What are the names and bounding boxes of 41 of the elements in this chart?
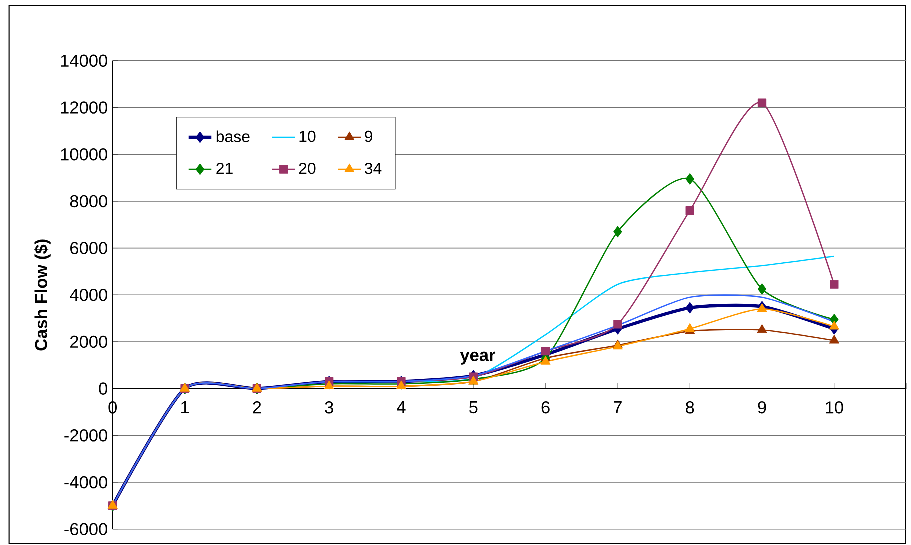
point <box>758 98 767 108</box>
point <box>614 320 622 329</box>
x-axis-title: year <box>460 352 496 365</box>
x-tick-label: 10 <box>826 401 844 414</box>
legend-label: 21 <box>216 162 233 174</box>
y-tick-label: -6000 <box>64 523 108 536</box>
x-tick-label: 8 <box>686 401 694 414</box>
x-tick-label: 9 <box>758 401 766 414</box>
point <box>830 280 839 289</box>
legend-label: base <box>216 130 250 142</box>
y-tick-label: 2000 <box>70 336 108 348</box>
x-tick-label: 3 <box>325 401 334 414</box>
y-tick-label: 12000 <box>61 101 108 114</box>
point <box>758 283 767 295</box>
legend-label: 20 <box>299 162 316 174</box>
point <box>829 334 840 344</box>
point <box>829 320 840 330</box>
y-tick-label: 10000 <box>61 148 108 161</box>
y-tick-label: 4000 <box>70 288 108 302</box>
x-tick-label: 1 <box>182 401 189 414</box>
x-tick-label: 2 <box>253 401 262 414</box>
point <box>757 324 768 334</box>
x-tick-label: 5 <box>470 401 478 414</box>
point <box>614 226 622 238</box>
legend-label: 9 <box>365 130 372 142</box>
y-tick-label: 8000 <box>70 195 108 208</box>
y-tick-label: -2000 <box>64 429 108 442</box>
x-tick-label: 7 <box>614 401 622 414</box>
y-axis-title: Cash Flow ($) <box>34 240 51 351</box>
legend-label: 34 <box>364 162 382 174</box>
y-tick-label: 14000 <box>61 54 108 67</box>
y-tick-label: 0 <box>99 382 108 395</box>
legend-label: 10 <box>300 130 316 142</box>
x-tick-label: 4 <box>397 401 406 414</box>
point <box>686 302 694 314</box>
y-tick-label: 6000 <box>70 242 108 254</box>
y-tick-label: -4000 <box>64 476 108 488</box>
point <box>685 323 696 332</box>
x-tick-label: 6 <box>542 401 550 414</box>
point <box>686 206 694 215</box>
point <box>686 173 694 185</box>
